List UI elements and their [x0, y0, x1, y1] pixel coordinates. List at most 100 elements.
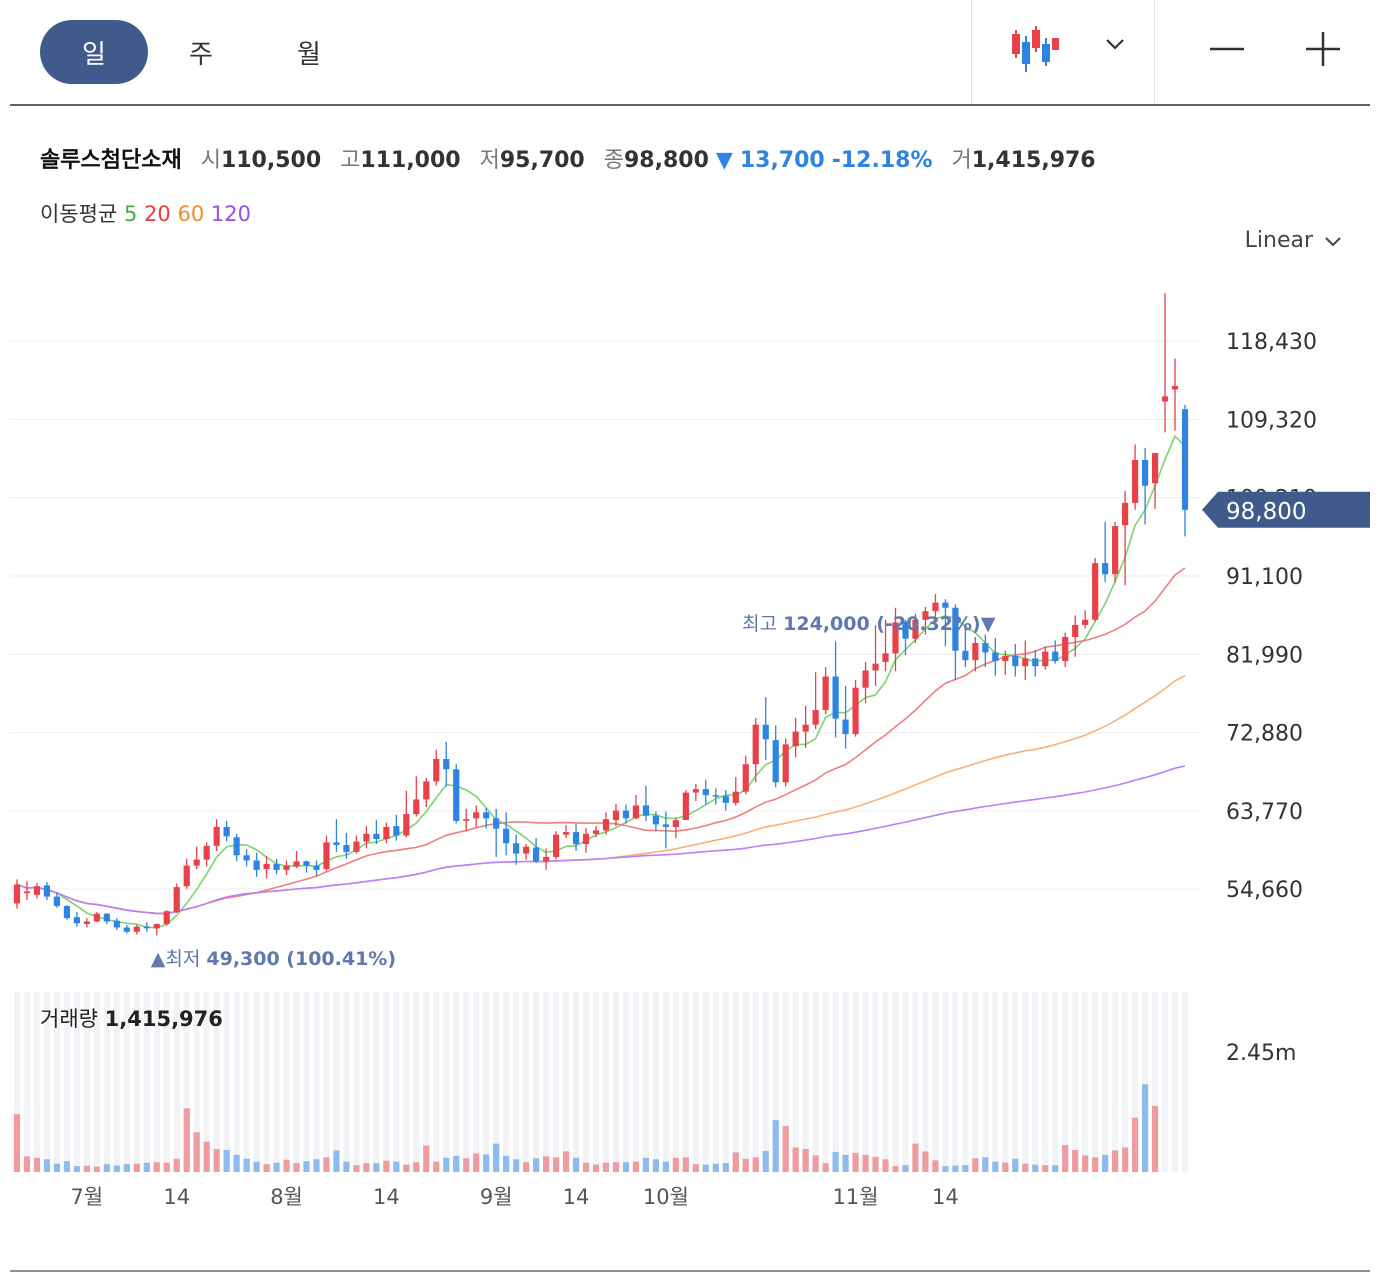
- candle-body: [962, 650, 969, 661]
- volume-bar: [552, 1157, 560, 1172]
- candle-body: [932, 602, 939, 612]
- candle-body: [552, 834, 560, 858]
- candle-body: [682, 792, 689, 821]
- candle-body: [1092, 563, 1099, 620]
- volume-track: [542, 992, 550, 1172]
- candle-body: [802, 724, 809, 732]
- plus-icon[interactable]: [1304, 30, 1342, 68]
- volume-bar: [782, 1125, 789, 1172]
- volume-bar: [393, 1161, 400, 1172]
- volume-bar: [1032, 1164, 1039, 1172]
- candle-body: [792, 731, 799, 747]
- volume-track: [922, 992, 929, 1172]
- candle-body: [972, 643, 979, 661]
- volume-track: [393, 992, 400, 1172]
- volume-track: [1171, 992, 1179, 1172]
- candle-body: [93, 913, 100, 922]
- volume-bar: [333, 1150, 340, 1172]
- volume-bar: [533, 1158, 540, 1172]
- volume-track: [463, 992, 470, 1172]
- volume-track: [752, 992, 759, 1172]
- volume-bar: [323, 1157, 330, 1172]
- volume-track: [772, 992, 779, 1172]
- x-tick-label: 10월: [643, 1185, 689, 1209]
- volume-bar: [33, 1157, 41, 1172]
- volume-track: [1022, 992, 1029, 1172]
- volume-bar: [123, 1164, 130, 1172]
- candle-body: [732, 791, 739, 803]
- volume-bar: [872, 1156, 879, 1172]
- y-tick-label: 91,100: [1226, 565, 1303, 590]
- candle-body: [13, 884, 21, 904]
- volume-bar: [1022, 1163, 1029, 1172]
- volume-track: [872, 992, 879, 1172]
- volume-bar: [752, 1157, 759, 1172]
- period-tab-month[interactable]: 월: [297, 39, 321, 70]
- volume-track: [473, 992, 480, 1172]
- volume-track: [1131, 992, 1139, 1172]
- volume-track: [33, 992, 41, 1172]
- y-tick-label: 54,660: [1226, 878, 1303, 903]
- candle-body: [712, 795, 719, 797]
- volume-bar: [832, 1151, 839, 1172]
- volume-bar: [1151, 1105, 1159, 1172]
- volume-bar: [732, 1152, 739, 1172]
- volume-bar: [662, 1161, 669, 1172]
- scale-selector[interactable]: Linear: [1245, 228, 1342, 253]
- candle-body: [1062, 636, 1069, 662]
- candle-body: [283, 865, 290, 870]
- candle-body: [1151, 453, 1159, 484]
- ma-20: 20: [144, 202, 171, 226]
- volume-bar: [353, 1165, 360, 1172]
- candle-body: [812, 710, 819, 725]
- volume-track: [223, 992, 230, 1172]
- candle-body: [343, 844, 350, 852]
- volume-track: [183, 992, 190, 1172]
- high-label: 고: [340, 148, 361, 173]
- volume-bar: [73, 1166, 80, 1172]
- ma-5: 5: [123, 202, 138, 226]
- volume-track: [962, 992, 969, 1172]
- volume-track: [93, 992, 100, 1172]
- candle-body: [1181, 409, 1189, 510]
- volume-track: [523, 992, 530, 1172]
- volume-bar: [742, 1158, 749, 1172]
- volume-bar: [523, 1162, 530, 1172]
- candle-body: [383, 826, 390, 839]
- volume-track: [403, 992, 410, 1172]
- candle-body: [782, 744, 789, 783]
- toolbar-divider: [1154, 0, 1155, 104]
- candle-body: [123, 927, 130, 932]
- volume-bar: [972, 1158, 979, 1172]
- volume-bar: [962, 1165, 969, 1172]
- candlestick-icon[interactable]: [1010, 24, 1060, 74]
- volume-bar: [712, 1163, 719, 1172]
- volume-track: [652, 992, 660, 1172]
- candle-body: [333, 842, 340, 845]
- volume-track: [1002, 992, 1009, 1172]
- volume-track: [1151, 992, 1159, 1172]
- volume-track: [233, 992, 240, 1172]
- candle-body: [602, 819, 610, 831]
- candle-body: [203, 845, 210, 860]
- candle-body: [443, 759, 450, 770]
- candle-body: [1002, 655, 1009, 662]
- minus-icon[interactable]: [1208, 34, 1246, 64]
- chevron-down-icon[interactable]: [1104, 36, 1126, 52]
- period-tab-day[interactable]: 일: [40, 20, 148, 84]
- y-tick-label: 109,320: [1226, 408, 1317, 433]
- volume-bar: [692, 1164, 699, 1172]
- volume-track: [243, 992, 250, 1172]
- period-tab-week[interactable]: 주: [189, 39, 213, 70]
- volume-bar: [592, 1164, 600, 1172]
- volume-bar: [413, 1162, 420, 1172]
- candle-body: [752, 724, 759, 765]
- candle-body: [982, 643, 989, 653]
- volume-track: [1122, 992, 1129, 1172]
- volume-track: [792, 992, 799, 1172]
- volume-bar: [602, 1162, 610, 1172]
- volume-bar: [403, 1164, 410, 1172]
- volume-bar: [203, 1141, 210, 1172]
- volume-track: [592, 992, 600, 1172]
